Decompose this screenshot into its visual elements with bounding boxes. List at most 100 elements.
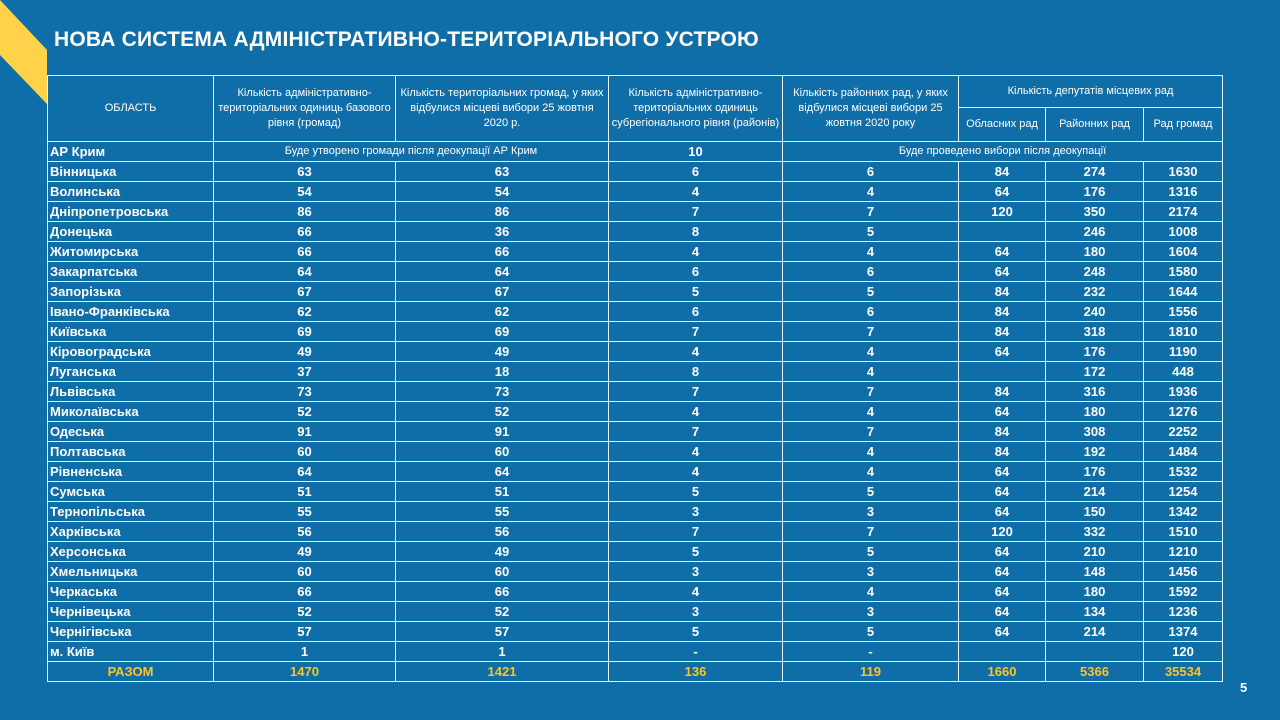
cell: 5 [782, 221, 959, 242]
cell: 1254 [1142, 481, 1224, 502]
cell: Житомирська [47, 241, 214, 262]
cell: 62 [213, 301, 396, 322]
table-row: Черкаська 66 66 4 4 64 180 1592 [47, 581, 1224, 602]
cell: Хмельницька [47, 561, 214, 582]
table-row: Тернопільська 55 55 3 3 64 150 1342 [47, 501, 1224, 522]
cell: 1510 [1142, 521, 1224, 542]
cell: 274 [1045, 161, 1144, 182]
cell: 64 [958, 541, 1046, 562]
cell: 120 [1142, 641, 1224, 662]
cell: Тернопільська [47, 501, 214, 522]
cell: 1236 [1142, 601, 1224, 622]
cell: 64 [395, 461, 609, 482]
cell: Черкаська [47, 581, 214, 602]
cell: 4 [608, 581, 783, 602]
cell: Полтавська [47, 441, 214, 462]
cell: 1810 [1142, 321, 1224, 342]
cell: 1342 [1142, 501, 1224, 522]
cell: 64 [958, 501, 1046, 522]
cell: 49 [395, 541, 609, 562]
cell: 69 [395, 321, 609, 342]
cell: 1210 [1142, 541, 1224, 562]
cell: Буде проведено вибори після деокупації [781, 141, 1224, 162]
table-row: Рівненська 64 64 4 4 64 176 1532 [47, 461, 1224, 482]
cell: 64 [958, 561, 1046, 582]
cell: 5 [608, 621, 783, 642]
accent-triangle [0, 0, 47, 104]
cell: 214 [1045, 481, 1144, 502]
cell: 332 [1045, 521, 1144, 542]
title: НОВА СИСТЕМА АДМІНІСТРАТИВНО-ТЕРИТОРІАЛЬ… [54, 28, 759, 51]
cell: 91 [213, 421, 396, 442]
table-row: АР Крим Буде утворено громади після деоку… [47, 141, 1224, 162]
cell: 60 [213, 561, 396, 582]
cell: Обласних рад [958, 107, 1046, 142]
cell: Вінницька [47, 161, 214, 182]
cell: 57 [395, 621, 609, 642]
cell: 1532 [1142, 461, 1224, 482]
cell: 66 [213, 221, 396, 242]
header-row: ОБЛАСТЬ Кількість адміністративно-територ… [47, 75, 1224, 142]
cell [1045, 641, 1144, 662]
cell: Херсонська [47, 541, 214, 562]
table-row: м. Київ 1 1- -120 [47, 641, 1224, 662]
cell: 57 [213, 621, 396, 642]
cell: 8 [608, 361, 783, 382]
cell: 7 [608, 321, 783, 342]
cell: 180 [1045, 581, 1144, 602]
cell: 1316 [1142, 181, 1224, 202]
cell: 308 [1045, 421, 1144, 442]
cell: 69 [213, 321, 396, 342]
cell: 10 [608, 141, 783, 162]
cell: 2252 [1142, 421, 1224, 442]
cell: 1660 [958, 661, 1046, 682]
cell: 1580 [1142, 261, 1224, 282]
cell: 64 [213, 461, 396, 482]
table-row: Сумська 51 51 5 5 64 214 1254 [47, 481, 1224, 502]
cell: 3 [608, 601, 783, 622]
cell: 4 [608, 401, 783, 422]
cell: 18 [395, 361, 609, 382]
total-row: РАЗОМ 1470 1421 136 119 1660 5366 35534 [47, 661, 1224, 682]
cell: 62 [395, 301, 609, 322]
cell: 64 [213, 261, 396, 282]
cell: 136 [608, 661, 783, 682]
cell: Миколаївська [47, 401, 214, 422]
cell: 1374 [1142, 621, 1224, 642]
data-table: ОБЛАСТЬ Кількість адміністративно-територ… [47, 75, 1224, 682]
cell: Кількість районних рад, у яких відбулися… [782, 75, 959, 142]
cell: Буде утворено громади після деокупації А… [213, 141, 609, 162]
cell: 4 [782, 461, 959, 482]
cell: 84 [958, 301, 1046, 322]
cell: АР Крим [47, 141, 214, 162]
cell: 60 [395, 561, 609, 582]
cell: 56 [213, 521, 396, 542]
header-row: Обласних рад Районних рад Рад громад [48, 107, 1224, 142]
table-row: Житомирська 66 66 4 4 64 180 1604 [47, 241, 1224, 262]
cell: 4 [782, 441, 959, 462]
cell: 64 [958, 601, 1046, 622]
table-row: Кіровоградська 49 49 4 4 64 176 1190 [47, 341, 1224, 362]
cell: 6 [782, 301, 959, 322]
page-number: 5 [1240, 680, 1248, 695]
cell: Районних рад [1045, 107, 1144, 142]
cell: Харківська [47, 521, 214, 542]
cell: 66 [395, 581, 609, 602]
cell: 350 [1045, 201, 1144, 222]
cell: 1 [395, 641, 609, 662]
cell: 3 [782, 561, 959, 582]
cell: Рад громад [1142, 107, 1224, 142]
cell: 49 [213, 541, 396, 562]
cell: 7 [608, 381, 783, 402]
cell: Кількість адміністративно-територіальних… [608, 75, 783, 142]
cell: 52 [213, 601, 396, 622]
cell: Кількість депутатів місцевих рад [957, 75, 1224, 108]
cell: 180 [1045, 401, 1144, 422]
cell: 3 [782, 501, 959, 522]
cell: 176 [1045, 461, 1144, 482]
cell: 56 [395, 521, 609, 542]
cell: Івано-Франківська [47, 301, 214, 322]
cell: Сумська [47, 481, 214, 502]
cell: 5 [782, 541, 959, 562]
cell: Кількість територіальних громад, у яких … [395, 75, 609, 142]
